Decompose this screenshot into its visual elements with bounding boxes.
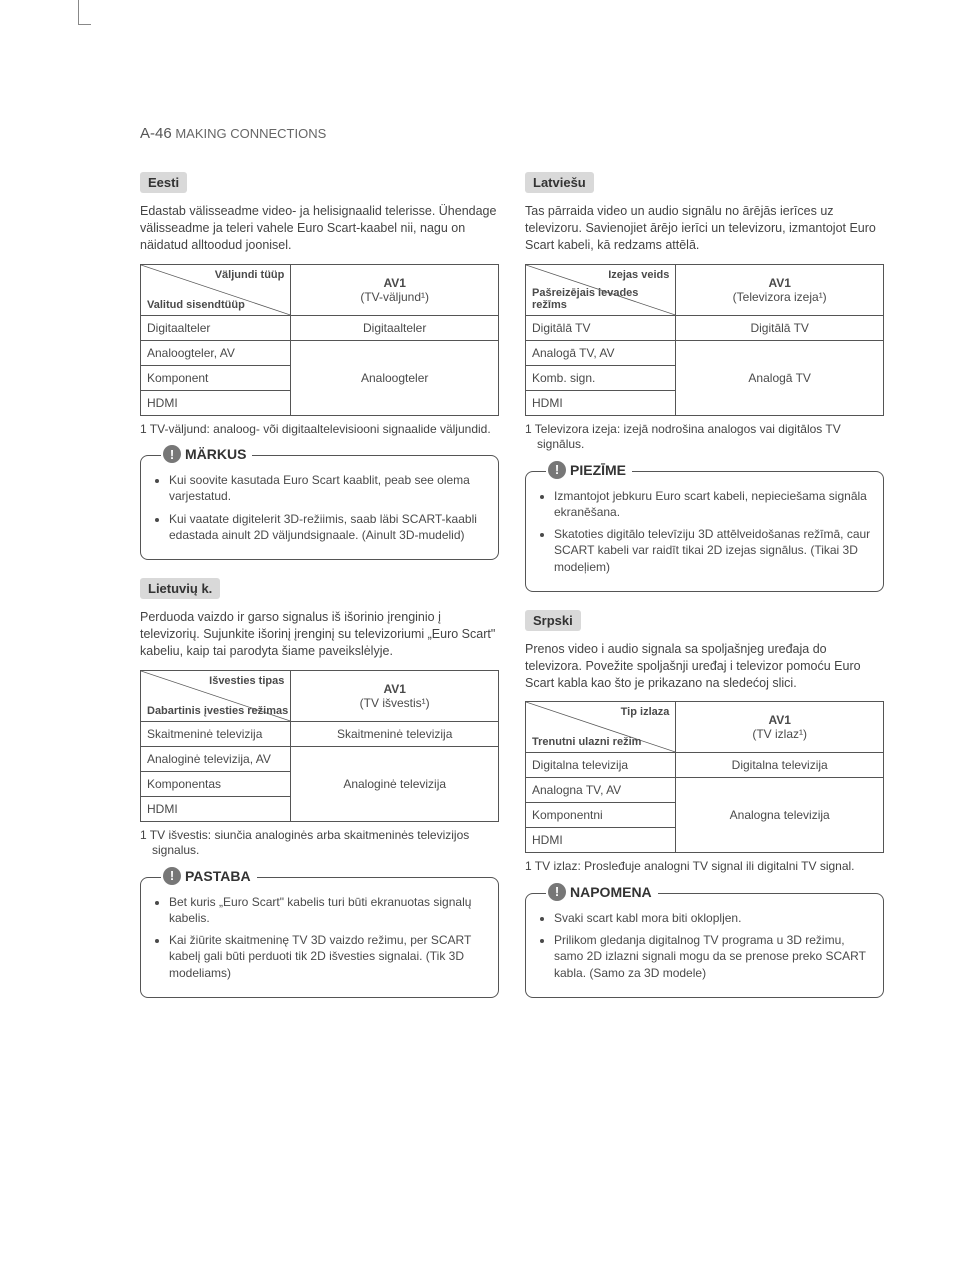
lang-tag-srpski: Srpski [525, 610, 581, 631]
section-latviesu: Latviešu Tas pārraida video un audio sig… [525, 172, 884, 592]
table-row: Digitālā TV [526, 315, 676, 340]
table-row: Digitalna televizija [526, 753, 676, 778]
table-row: HDMI [141, 390, 291, 415]
table-row: Analoogteler, AV [141, 340, 291, 365]
table-row: Komponent [141, 365, 291, 390]
note-icon: ! [163, 867, 181, 885]
lang-tag-lietuviu: Lietuvių k. [140, 578, 220, 599]
note-item: Skatoties digitālo televīziju 3D attēlve… [554, 526, 871, 575]
table-diag-header: Išvesties tipas Dabartinis įvesties reži… [141, 670, 291, 721]
intro-para: Prenos video i audio signala sa spoljašn… [525, 641, 884, 692]
table-av-header: AV1 (TV išvestis¹) [291, 670, 499, 721]
table-row: Analoginė televizija, AV [141, 746, 291, 771]
io-table-lietuviu: Išvesties tipas Dabartinis įvesties reži… [140, 670, 499, 822]
io-table-latviesu: Izejas veids Pašreizējais ievades režīms… [525, 264, 884, 416]
note-item: Bet kuris „Euro Scart" kabelis turi būti… [169, 894, 486, 926]
io-table-eesti: Väljundi tüüp Valitud sisendtüüp AV1 (TV… [140, 264, 499, 416]
table-row: Komb. sign. [526, 365, 676, 390]
table-row: Skaitmeninė televizija [141, 721, 291, 746]
footnote: 1 TV izlaz: Prosleđuje analogni TV signa… [525, 859, 884, 875]
page-header: A-46 MAKING CONNECTIONS [140, 125, 894, 142]
note-item: Kui vaatate digitelerit 3D-režiimis, saa… [169, 511, 486, 543]
intro-para: Edastab välisseadme video- ja helisignaa… [140, 203, 499, 254]
lang-tag-eesti: Eesti [140, 172, 187, 193]
table-av-header: AV1 (TV-väljund¹) [291, 264, 499, 315]
page-number: A-46 [140, 125, 172, 142]
table-row: Komponentas [141, 771, 291, 796]
table-row: Komponentni [526, 803, 676, 828]
table-row: HDMI [526, 828, 676, 853]
table-row: Digitaalteler [141, 315, 291, 340]
table-av-header: AV1 (Televizora izeja¹) [676, 264, 884, 315]
table-diag-header: Tip izlaza Trenutni ulazni režim [526, 702, 676, 753]
intro-para: Tas pārraida video un audio signālu no ā… [525, 203, 884, 254]
table-row: HDMI [526, 390, 676, 415]
section-eesti: Eesti Edastab välisseadme video- ja heli… [140, 172, 499, 560]
note-item: Izmantojot jebkuru Euro scart kabeli, ne… [554, 488, 871, 520]
note-item: Prilikom gledanja digitalnog TV programa… [554, 932, 871, 981]
note-item: Kai žiūrite skaitmeninę TV 3D vaizdo rež… [169, 932, 486, 981]
table-av-header: AV1 (TV izlaz¹) [676, 702, 884, 753]
crop-mark [78, 0, 91, 25]
footnote: 1 TV išvestis: siunčia analoginės arba s… [140, 828, 499, 859]
table-diag-header: Väljundi tüüp Valitud sisendtüüp [141, 264, 291, 315]
note-icon: ! [548, 461, 566, 479]
lang-tag-latviesu: Latviešu [525, 172, 594, 193]
intro-para: Perduoda vaizdo ir garso signalus iš išo… [140, 609, 499, 660]
note-box: !PIEZĪME Izmantojot jebkuru Euro scart k… [525, 471, 884, 592]
table-diag-header: Izejas veids Pašreizējais ievades režīms [526, 264, 676, 315]
note-icon: ! [548, 883, 566, 901]
note-box: !MÄRKUS Kui soovite kasutada Euro Scart … [140, 455, 499, 560]
table-row: HDMI [141, 796, 291, 821]
note-icon: ! [163, 445, 181, 463]
footnote: 1 Televizora izeja: izejā nodrošina anal… [525, 422, 884, 453]
footnote: 1 TV-väljund: analoog- või digitaaltelev… [140, 422, 499, 438]
table-row: Analogā TV, AV [526, 340, 676, 365]
header-title: MAKING CONNECTIONS [175, 126, 326, 141]
section-lietuviu: Lietuvių k. Perduoda vaizdo ir garso sig… [140, 578, 499, 998]
note-item: Kui soovite kasutada Euro Scart kaablit,… [169, 472, 486, 504]
section-srpski: Srpski Prenos video i audio signala sa s… [525, 610, 884, 998]
note-box: !NAPOMENA Svaki scart kabl mora biti okl… [525, 893, 884, 998]
note-item: Svaki scart kabl mora biti oklopljen. [554, 910, 871, 926]
table-row: Analogna TV, AV [526, 778, 676, 803]
io-table-srpski: Tip izlaza Trenutni ulazni režim AV1 (TV… [525, 701, 884, 853]
note-box: !PASTABA Bet kuris „Euro Scart" kabelis … [140, 877, 499, 998]
